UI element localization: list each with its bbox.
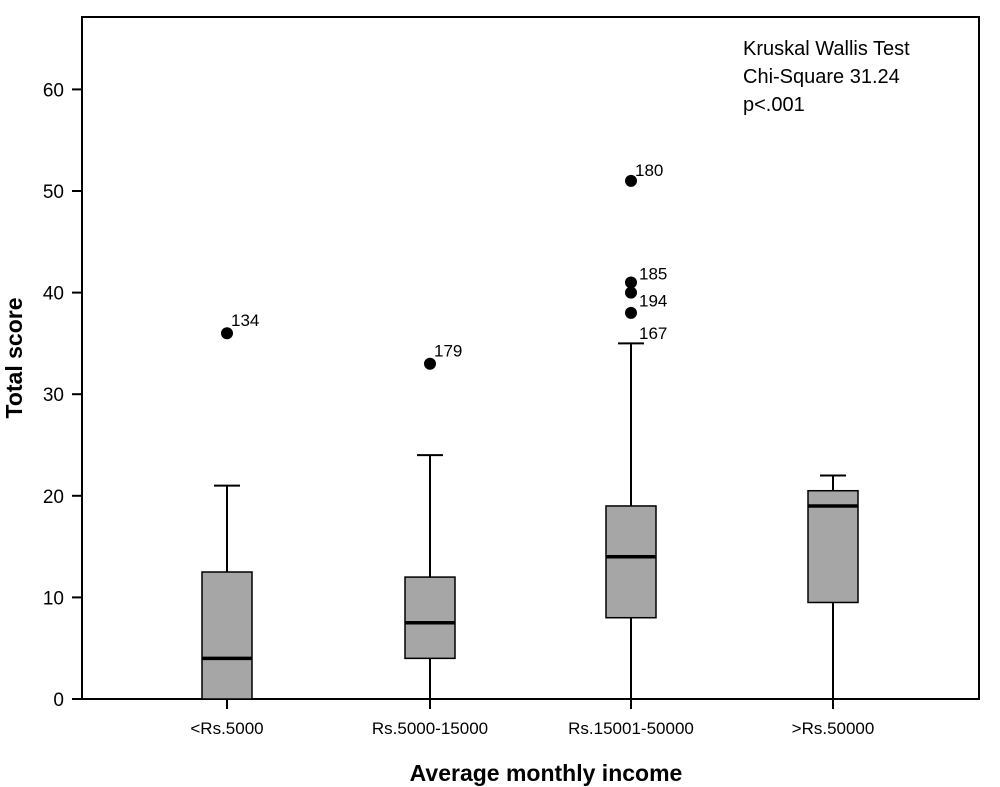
outlier-point: [625, 174, 637, 187]
y-tick-label: 20: [43, 487, 64, 508]
outlier-point: [625, 276, 637, 289]
y-axis: 0 10 20 30 40 50 60: [43, 80, 82, 711]
box-group: 179: [404, 342, 462, 700]
iqr-box: [605, 505, 657, 619]
outlier-label: 185: [639, 264, 667, 283]
outlier-label: 179: [434, 342, 462, 361]
y-tick-label: 60: [43, 80, 64, 101]
x-axis-title: Average monthly income: [410, 760, 683, 786]
x-axis: <Rs.5000 Rs.5000-15000 Rs.15001-50000 >Rs.5…: [190, 699, 874, 738]
y-tick-label: 0: [53, 690, 64, 711]
outlier-point: [221, 327, 233, 340]
x-category-label: <Rs.5000: [190, 719, 263, 738]
outlier-label: 194: [639, 292, 667, 311]
x-category-label: Rs.5000-15000: [372, 719, 488, 738]
box-group: 180 185 194 167: [605, 161, 667, 700]
box-group: 134: [201, 311, 259, 700]
outlier-point: [424, 357, 436, 370]
y-tick-label: 30: [43, 385, 64, 406]
box-group: [807, 474, 859, 700]
y-tick-label: 10: [43, 588, 64, 609]
outlier-point: [625, 286, 637, 299]
y-tick-label: 50: [43, 182, 64, 203]
iqr-box: [404, 576, 456, 660]
x-category-label: >Rs.50000: [792, 719, 875, 738]
y-axis-title: Total score: [1, 298, 27, 419]
annotation-line-2: Chi-Square 31.24: [743, 66, 900, 88]
y-tick-label: 40: [43, 284, 64, 305]
annotation-line-3: p<.001: [743, 94, 805, 116]
plot-frame: [81, 16, 980, 700]
outlier-label: 167: [639, 324, 667, 343]
iqr-box: [807, 489, 859, 604]
annotation-line-1: Kruskal Wallis Test: [743, 38, 910, 60]
outlier-label: 134: [231, 311, 259, 330]
iqr-box: [201, 571, 253, 700]
outlier-point: [625, 306, 637, 319]
x-category-label: Rs.15001-50000: [568, 719, 694, 738]
box-groups: 134 179 180 185 194 167: [201, 161, 859, 700]
outlier-label: 180: [635, 161, 663, 180]
